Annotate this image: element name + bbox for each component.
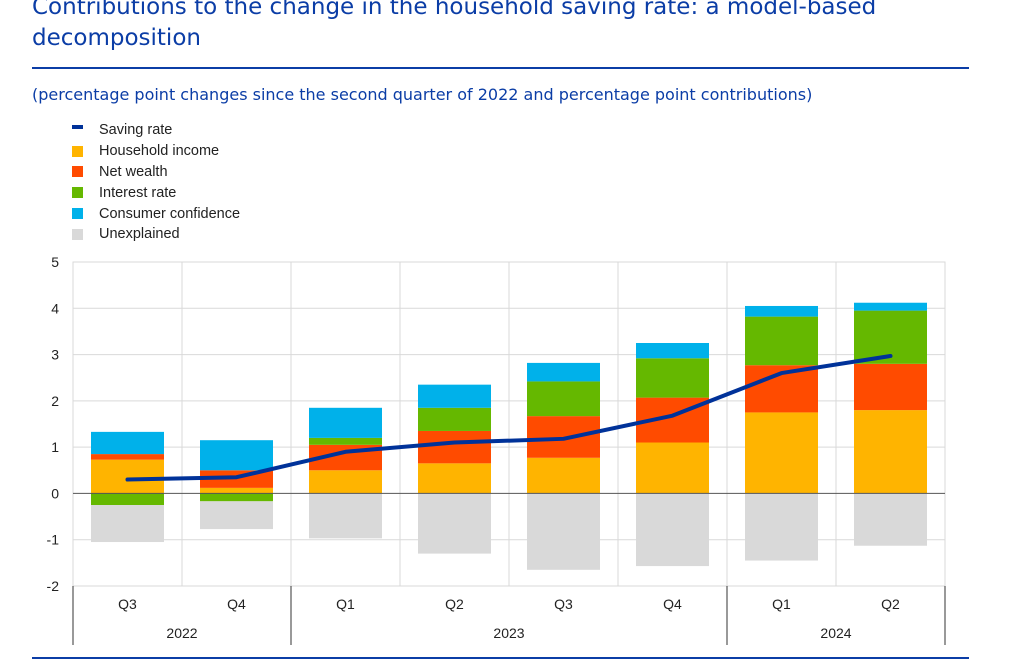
bar-unexplained bbox=[418, 493, 491, 554]
legend-item-net-wealth: Net wealth bbox=[72, 162, 240, 183]
bar-unexplained bbox=[91, 505, 164, 543]
x-tick-label: Q2 bbox=[881, 596, 900, 612]
bar-household-income bbox=[200, 487, 273, 494]
year-label: 2024 bbox=[820, 625, 851, 641]
legend-label-net-wealth: Net wealth bbox=[99, 163, 168, 180]
legend-swatch-unexplained bbox=[72, 228, 83, 240]
x-tick-label: Q1 bbox=[336, 596, 355, 612]
bar-consumer-confidence bbox=[309, 407, 382, 438]
legend-item-interest-rate: Interest rate bbox=[72, 182, 240, 203]
legend-item-saving-rate: Saving rate bbox=[72, 120, 240, 141]
bar-interest-rate bbox=[636, 358, 709, 398]
bar-consumer-confidence bbox=[200, 440, 273, 471]
bar-interest-rate bbox=[200, 493, 273, 502]
bar-unexplained bbox=[200, 501, 273, 530]
y-tick-label: 0 bbox=[51, 485, 59, 501]
bar-household-income bbox=[309, 470, 382, 494]
y-tick-label: 2 bbox=[51, 393, 59, 409]
y-tick-label: -2 bbox=[47, 578, 60, 594]
bar-interest-rate bbox=[418, 407, 491, 431]
bar-net-wealth bbox=[418, 430, 491, 464]
legend-item-unexplained: Unexplained bbox=[72, 224, 240, 245]
bar-household-income bbox=[636, 442, 709, 494]
x-tick-label: Q1 bbox=[772, 596, 791, 612]
legend-swatch-saving-rate bbox=[72, 125, 83, 130]
y-tick-label: 4 bbox=[51, 300, 59, 316]
legend-label-saving-rate: Saving rate bbox=[99, 122, 173, 139]
bar-unexplained bbox=[854, 493, 927, 546]
bar-household-income bbox=[527, 457, 600, 494]
bar-interest-rate bbox=[745, 316, 818, 366]
legend-swatch-consumer-confidence bbox=[72, 208, 83, 220]
line-saving-rate bbox=[125, 353, 893, 482]
legend-item-household-income: Household income bbox=[72, 141, 240, 162]
bar-consumer-confidence bbox=[91, 431, 164, 455]
year-label: 2023 bbox=[493, 625, 524, 641]
bar-household-income bbox=[91, 459, 164, 494]
x-tick-label: Q4 bbox=[663, 596, 682, 612]
bar-unexplained bbox=[745, 493, 818, 561]
bar-consumer-confidence bbox=[527, 362, 600, 382]
bar-net-wealth bbox=[854, 363, 927, 411]
y-tick-label: -1 bbox=[47, 532, 60, 548]
bar-consumer-confidence bbox=[854, 302, 927, 311]
bar-unexplained bbox=[309, 493, 382, 539]
legend-swatch-net-wealth bbox=[72, 166, 83, 178]
title-rule bbox=[32, 67, 969, 69]
x-tick-label: Q3 bbox=[554, 596, 573, 612]
y-tick-label: 1 bbox=[51, 439, 59, 455]
bar-unexplained bbox=[527, 493, 600, 570]
chart-title: Contributions to the change in the house… bbox=[32, 0, 877, 51]
bar-household-income bbox=[854, 410, 927, 494]
bar-net-wealth bbox=[91, 454, 164, 460]
y-tick-label: 3 bbox=[51, 347, 59, 363]
bottom-rule bbox=[32, 657, 969, 659]
legend-label-unexplained: Unexplained bbox=[99, 226, 180, 243]
bar-consumer-confidence bbox=[745, 305, 818, 317]
x-tick-label: Q3 bbox=[118, 596, 137, 612]
legend-label-interest-rate: Interest rate bbox=[99, 184, 177, 201]
legend-label-consumer-confidence: Consumer confidence bbox=[99, 205, 241, 222]
bar-interest-rate bbox=[309, 437, 382, 445]
x-tick-label: Q4 bbox=[227, 596, 246, 612]
bar-interest-rate bbox=[527, 381, 600, 417]
legend-item-consumer-confidence: Consumer confidence bbox=[72, 203, 240, 224]
bar-consumer-confidence bbox=[418, 384, 491, 408]
chart-subtitle: (percentage point changes since the seco… bbox=[32, 85, 813, 104]
y-tick-label: 5 bbox=[51, 254, 59, 270]
legend: Saving rate Household income Net wealth … bbox=[72, 120, 240, 245]
year-label: 2022 bbox=[166, 625, 197, 641]
bar-unexplained bbox=[636, 493, 709, 567]
bar-household-income bbox=[418, 463, 491, 494]
legend-swatch-household-income bbox=[72, 145, 83, 157]
legend-swatch-interest-rate bbox=[72, 187, 83, 199]
x-tick-label: Q2 bbox=[445, 596, 464, 612]
bar-consumer-confidence bbox=[636, 343, 709, 359]
legend-label-household-income: Household income bbox=[99, 143, 220, 160]
bar-household-income bbox=[745, 412, 818, 494]
bar-interest-rate bbox=[91, 493, 164, 505]
